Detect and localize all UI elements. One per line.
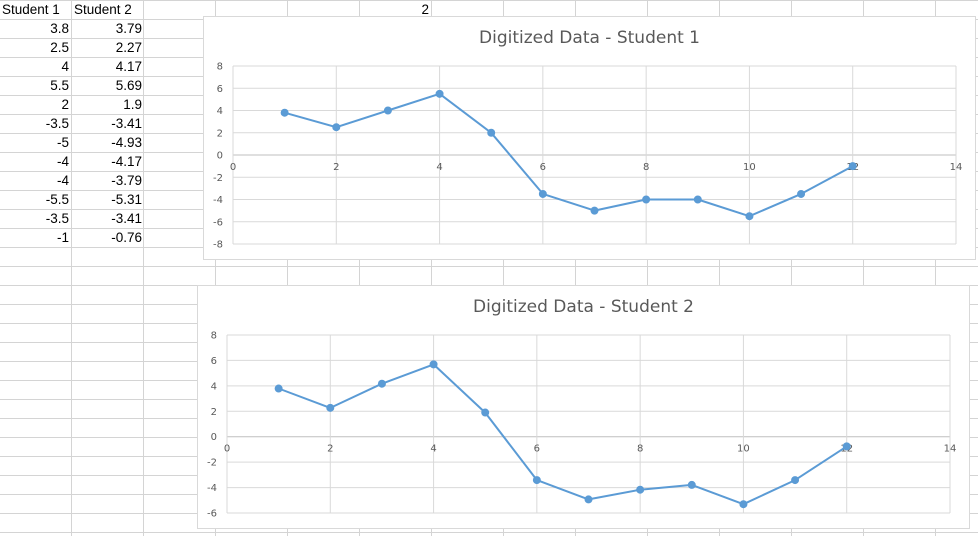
data-point (745, 212, 754, 221)
cell-student-1[interactable]: 4 (61, 59, 69, 74)
cell-student-1[interactable]: 5.5 (50, 78, 69, 93)
x-tick-label: 4 (436, 162, 442, 173)
cell-student-1[interactable]: -3.5 (45, 211, 69, 226)
x-tick-label: 14 (950, 162, 963, 173)
x-tick-label: 6 (534, 444, 540, 455)
data-point (590, 206, 599, 215)
x-tick-label: 10 (737, 444, 750, 455)
data-point (636, 485, 645, 494)
x-tick-label: 2 (333, 162, 339, 173)
series-line (284, 92, 854, 218)
y-tick-label: -4 (207, 483, 217, 494)
cell-student-2[interactable]: -3.41 (111, 116, 142, 131)
data-point (538, 189, 547, 198)
y-tick-label: 2 (217, 128, 223, 139)
header-student-2[interactable]: Student 2 (74, 2, 132, 17)
cell-student-2[interactable]: 5.69 (115, 78, 142, 93)
y-tick-label: 4 (211, 381, 217, 392)
data-point (326, 403, 335, 412)
cell-student-2[interactable]: -3.41 (111, 211, 142, 226)
cell-student-1[interactable]: 2.5 (50, 40, 69, 55)
cell-student-2[interactable]: 2.27 (115, 40, 142, 55)
series-line (278, 363, 848, 506)
x-tick-label: 0 (230, 162, 236, 173)
y-tick-label: -6 (213, 217, 223, 228)
x-tick-label: 0 (224, 444, 230, 455)
y-tick-label: -6 (207, 509, 217, 520)
data-point (280, 108, 289, 117)
data-point (274, 384, 283, 393)
data-point (687, 480, 696, 489)
data-point (584, 495, 593, 504)
data-point (842, 442, 851, 451)
data-point (848, 162, 857, 171)
y-tick-label: 8 (211, 331, 217, 342)
x-tick-label: 8 (637, 444, 643, 455)
cell-student-2[interactable]: 4.17 (115, 59, 142, 74)
cell-student-1[interactable]: -3.5 (45, 116, 69, 131)
chart-title: Digitized Data - Student 1 (479, 28, 700, 48)
chart-student-2[interactable]: Digitized Data - Student 2 8 6 4 2 0 -2 -4 -6 0 2… (197, 285, 970, 529)
chart-title: Digitized Data - Student 2 (473, 297, 694, 317)
x-tick-label: 4 (430, 444, 436, 455)
y-tick-label: 8 (217, 62, 223, 73)
cell-student-1[interactable]: -5.5 (45, 192, 69, 207)
x-tick-label: 10 (743, 162, 756, 173)
data-point (383, 106, 392, 115)
chart-student-1[interactable]: Digitized Data - Student 1 8 6 4 2 0 -2 -4 -6 -8… (203, 16, 976, 260)
data-point (377, 379, 386, 388)
cell-value-top[interactable]: 2 (421, 2, 429, 17)
data-point (481, 408, 490, 417)
cell-student-1[interactable]: -4 (56, 154, 69, 169)
y-tick-label: 6 (211, 356, 217, 367)
cell-student-2[interactable]: 1.9 (123, 97, 142, 112)
cell-student-2[interactable]: -3.79 (111, 173, 142, 188)
x-tick-label: 6 (540, 162, 546, 173)
data-point (797, 189, 806, 198)
data-point (693, 195, 702, 204)
x-tick-label: 2 (327, 444, 333, 455)
cell-student-1[interactable]: -4 (56, 173, 69, 188)
header-student-1[interactable]: Student 1 (2, 2, 60, 17)
data-point (791, 476, 800, 485)
cell-student-1[interactable]: -5 (56, 135, 69, 150)
cell-student-1[interactable]: -1 (56, 230, 69, 245)
data-point (642, 195, 651, 204)
cell-student-2[interactable]: -4.93 (111, 135, 142, 150)
y-tick-label: 2 (211, 407, 217, 418)
data-point (532, 476, 541, 485)
cell-student-2[interactable]: -4.17 (111, 154, 142, 169)
data-point (435, 89, 444, 98)
y-tick-label: -2 (207, 458, 217, 469)
cell-student-2[interactable]: -0.76 (111, 230, 142, 245)
data-point (332, 123, 341, 132)
y-tick-label: 4 (217, 106, 223, 117)
y-tick-label: -2 (213, 173, 223, 184)
y-tick-label: 6 (217, 84, 223, 95)
x-tick-label: 14 (944, 444, 957, 455)
data-point (429, 360, 438, 369)
cell-student-1[interactable]: 3.8 (50, 21, 69, 36)
y-tick-label: -8 (213, 240, 223, 251)
cell-student-2[interactable]: -5.31 (111, 192, 142, 207)
data-point (487, 128, 496, 137)
x-tick-label: 8 (643, 162, 649, 173)
data-point (739, 500, 748, 509)
y-tick-label: 0 (211, 432, 217, 443)
y-tick-label: -4 (213, 195, 223, 206)
y-tick-label: 0 (217, 151, 223, 162)
cell-student-2[interactable]: 3.79 (115, 21, 142, 36)
cell-student-1[interactable]: 2 (61, 97, 69, 112)
